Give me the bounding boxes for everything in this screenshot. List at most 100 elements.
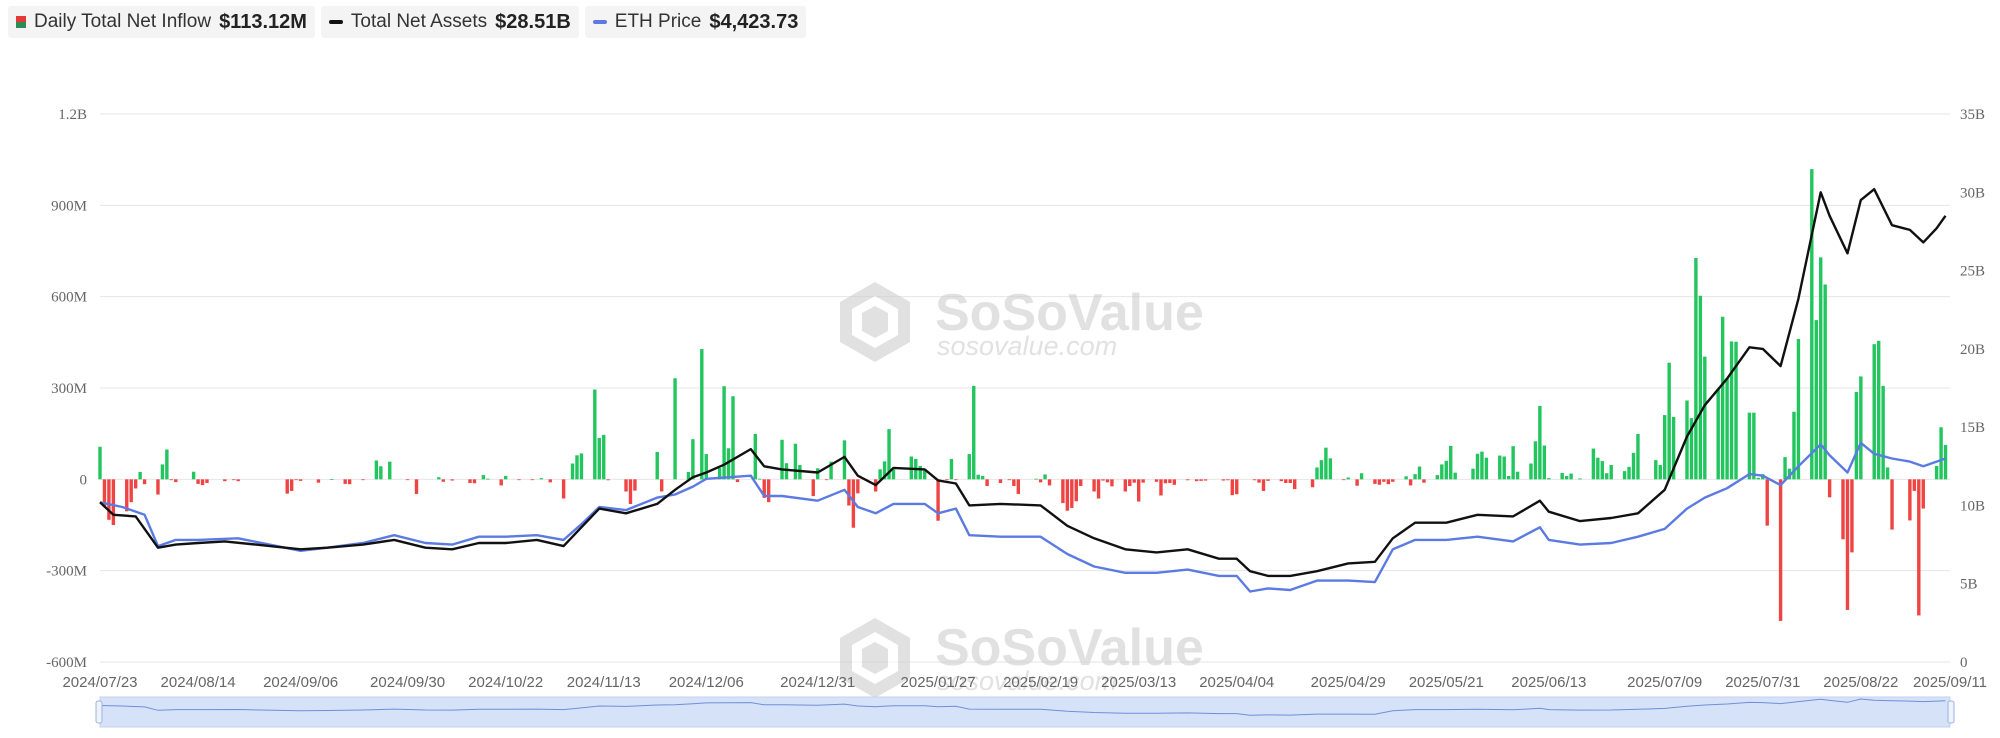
- inflow-bar: [793, 443, 798, 480]
- inflow-bar: [798, 465, 802, 480]
- x-tick-label: 2025/05/21: [1409, 674, 1484, 691]
- inflow-bar: [1515, 471, 1520, 480]
- inflow-bar: [156, 479, 160, 495]
- inflow-bar: [1796, 338, 1801, 480]
- inflow-bar: [1529, 463, 1533, 480]
- inflow-bar: [1284, 479, 1288, 483]
- inflow-bar: [1266, 479, 1270, 481]
- inflow-bar: [1756, 477, 1761, 480]
- inflow-bar: [1484, 457, 1489, 480]
- inflow-bar: [142, 479, 147, 485]
- legend-item-assets[interactable]: Total Net Assets $28.51B: [320, 6, 579, 38]
- inflow-bar: [784, 463, 789, 480]
- inflow-bar: [1823, 284, 1827, 480]
- y-right-tick-label: 15B: [1960, 420, 1985, 436]
- inflow-bar: [1328, 458, 1333, 480]
- inflow-bar: [1765, 479, 1769, 526]
- inflow-bar: [98, 446, 102, 480]
- inflow-bar: [1168, 479, 1172, 483]
- series-lines: [99, 187, 1947, 593]
- inflow-bar: [133, 479, 138, 489]
- x-tick-label: 2025/07/31: [1725, 674, 1800, 691]
- inflow-bar: [597, 437, 601, 480]
- inflow-bar: [129, 479, 133, 503]
- inflow-bar: [949, 458, 954, 480]
- inflow-bar: [882, 461, 887, 480]
- navigator-right-handle[interactable]: [1947, 700, 1955, 724]
- inflow-bar: [1221, 479, 1226, 481]
- inflow-bar: [1061, 479, 1065, 504]
- inflow-bar: [1694, 258, 1698, 480]
- inflow-bar: [517, 479, 521, 481]
- inflow-bar: [169, 479, 174, 481]
- legend-eth-label: ETH Price: [614, 11, 702, 32]
- inflow-bar: [1163, 479, 1168, 484]
- inflow-bar: [316, 479, 321, 483]
- inflow-bar: [842, 440, 847, 480]
- inflow-bar: [1132, 479, 1136, 483]
- inflow-bar: [1631, 452, 1636, 480]
- inflow-bar: [1943, 444, 1948, 480]
- inflow-bar: [1230, 479, 1234, 496]
- inflow-bar: [633, 479, 637, 491]
- inflow-bar: [1502, 456, 1506, 480]
- inflow-bar: [1471, 468, 1475, 480]
- watermark-url: sosovalue.com: [937, 666, 1117, 696]
- inflow-bar: [1792, 411, 1796, 480]
- inflow-bar: [1671, 416, 1676, 480]
- legend-item-eth[interactable]: ETH Price $4,423.73: [584, 6, 807, 38]
- navigator-left-handle[interactable]: [95, 700, 103, 724]
- inflow-bar: [1729, 341, 1734, 480]
- watermark-top: SoSoValue sosovalue.com: [840, 282, 1204, 362]
- inflow-bars: [98, 169, 1948, 621]
- inflow-bar: [1734, 341, 1738, 480]
- inflow-bar: [472, 479, 477, 484]
- inflow-bar: [972, 385, 976, 480]
- inflow-bar: [561, 479, 566, 499]
- inflow-bar: [936, 479, 940, 521]
- inflow-bar: [762, 479, 766, 498]
- x-tick-label: 2025/06/13: [1511, 674, 1586, 691]
- inflow-bar: [165, 449, 169, 480]
- axis-labels: -600M -300M 0 300M 600M 900M 1.2B 0 5B 10B 15B 20B 2…: [46, 107, 1987, 691]
- inflow-bar: [918, 465, 922, 480]
- inflow-bar: [1939, 427, 1943, 480]
- inflow-bar: [450, 479, 454, 481]
- inflow-bar: [1912, 479, 1917, 491]
- inflow-bar: [1373, 479, 1377, 484]
- bar-swatch-icon: [16, 16, 26, 28]
- inflow-bar: [1408, 479, 1413, 486]
- range-navigator[interactable]: [95, 696, 1955, 728]
- inflow-bar: [1413, 474, 1417, 480]
- inflow-bar: [1716, 388, 1720, 480]
- inflow-bar: [593, 389, 597, 480]
- inflow-bar: [1876, 340, 1881, 480]
- inflow-bar: [976, 474, 980, 480]
- inflow-bar: [1007, 479, 1012, 481]
- inflow-bar: [530, 479, 535, 481]
- inflow-bar: [1453, 472, 1457, 480]
- inflow-bar: [294, 479, 298, 481]
- inflow-bar: [1783, 457, 1787, 480]
- inflow-bar: [405, 479, 410, 481]
- inflow-bar: [700, 349, 704, 480]
- inflow-bar: [1569, 473, 1573, 480]
- inflow-bar: [1654, 460, 1658, 480]
- inflow-bar: [1342, 479, 1346, 481]
- x-tick-label: 2024/11/13: [567, 674, 641, 691]
- inflow-bar: [624, 479, 628, 492]
- inflow-bar: [1596, 457, 1600, 480]
- inflow-bar: [379, 466, 383, 480]
- inflow-bar: [111, 479, 116, 525]
- legend-item-inflow[interactable]: Daily Total Net Inflow $113.12M: [8, 6, 315, 38]
- inflow-bar: [1136, 479, 1141, 502]
- watermark-url: sosovalue.com: [937, 331, 1117, 361]
- inflow-bar: [1698, 295, 1703, 480]
- inflow-bar: [816, 468, 820, 480]
- inflow-bar: [232, 479, 236, 481]
- inflow-bar: [1261, 479, 1266, 491]
- inflow-bar: [1538, 405, 1542, 480]
- inflow-bar: [1533, 441, 1538, 480]
- x-tick-label: 2024/12/31: [780, 674, 855, 691]
- inflow-bar: [1386, 479, 1391, 485]
